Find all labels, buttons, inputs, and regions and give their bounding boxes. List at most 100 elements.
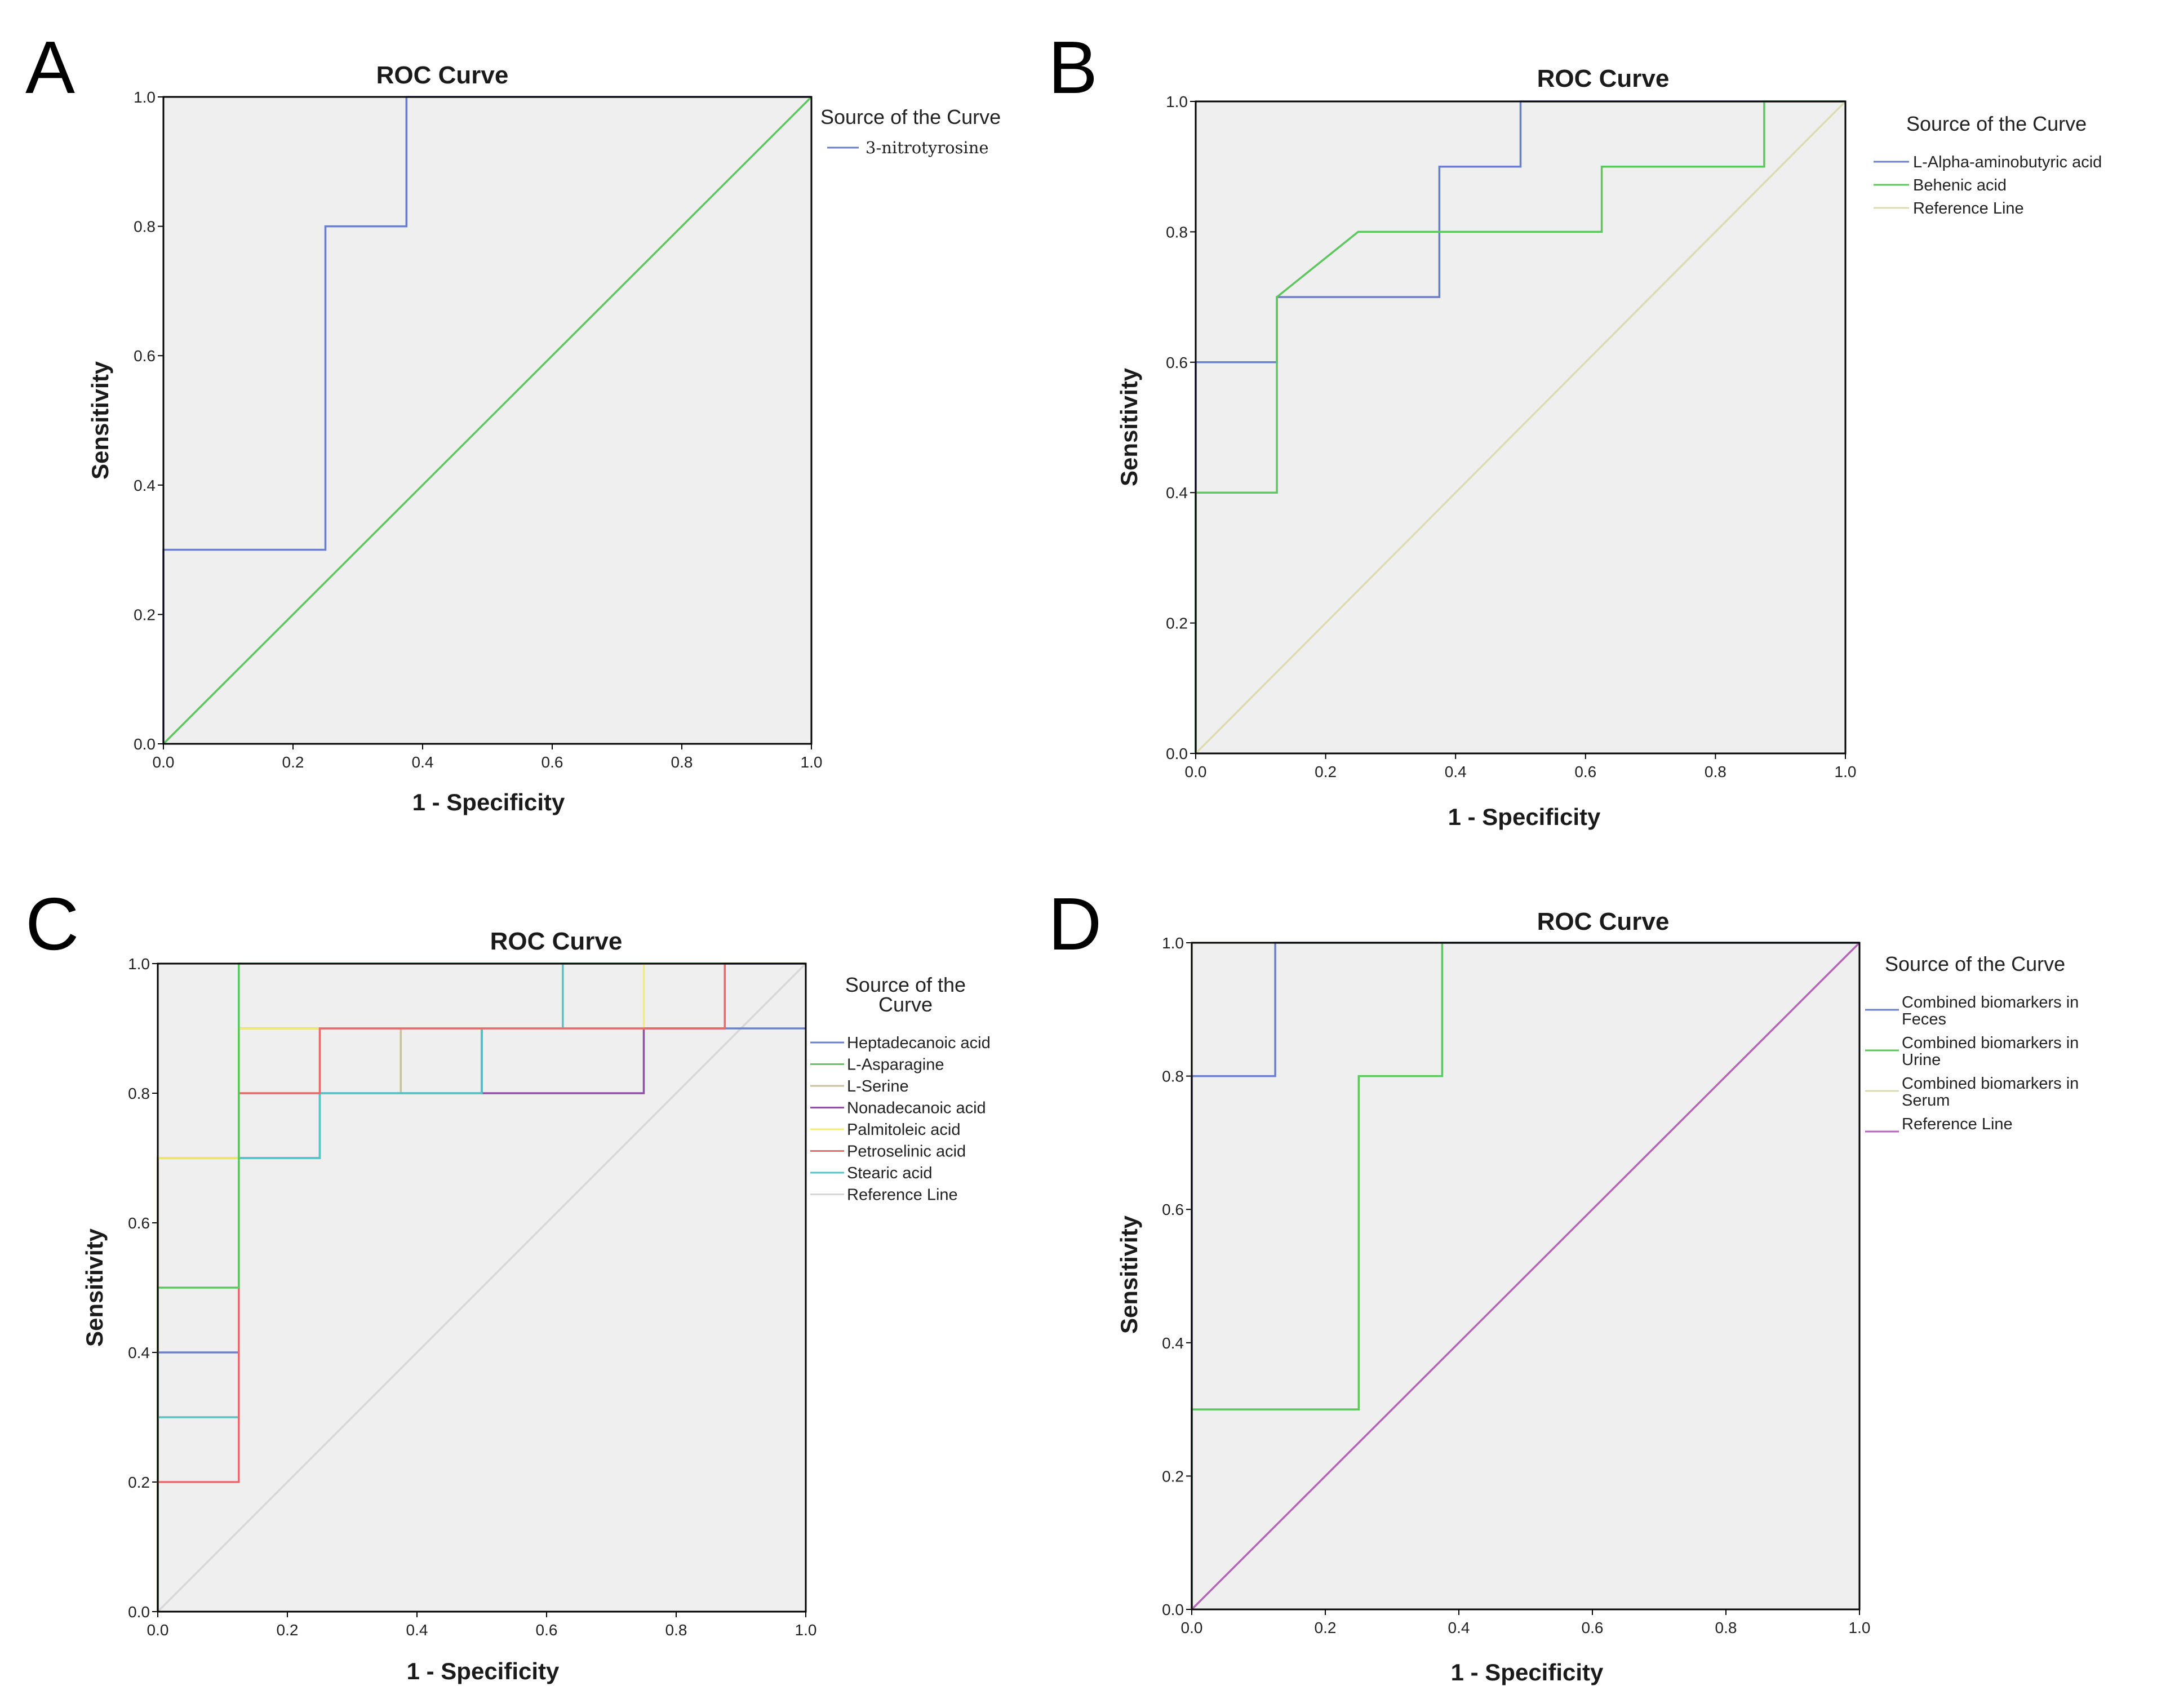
x-tick-label-c-5: 1.0 xyxy=(795,1621,817,1639)
x-axis-label-b: 1 - Specificity xyxy=(1448,804,1601,830)
x-axis-label-a: 1 - Specificity xyxy=(412,789,565,815)
ticks-d: 0.00.0 0.2 0.2 0.4 0.4 0.6 0.6 0.8 0.8 1.0 1.0 xyxy=(1162,934,1870,1636)
legend-label-reference-line-d-line1: Reference Line xyxy=(1902,1115,2013,1133)
legend-label-l-serine-c: L-Serine xyxy=(847,1077,909,1095)
chart-title-c: ROC Curve xyxy=(490,928,623,955)
y-axis-label-a: Sensitivity xyxy=(87,361,113,480)
legend-label-combined-biomarkers-in-feces-d-line2: Feces xyxy=(1902,1010,1946,1028)
legend-label-combined-biomarkers-in-serum-d-line2: Serum xyxy=(1902,1092,1950,1110)
roc-line-d-reference-line xyxy=(1191,942,1861,1611)
x-tick-label-d-2: 0.4 xyxy=(1448,1619,1470,1636)
x-tick-label-b-2: 0.4 xyxy=(1445,763,1467,780)
legend-label-behenic-acid: Behenic acid xyxy=(1913,176,2007,194)
legend-label-combined-biomarkers-in-urine-d-line1: Combined biomarkers in xyxy=(1902,1034,2079,1052)
roc-line-b-behenic-acid xyxy=(1195,100,1845,753)
ticks-a: 0.00.0 0.2 0.2 0.4 0.4 0.6 0.6 0.8 0.8 1.0 1.0 xyxy=(134,88,822,771)
legend-label-3-nitrotyrosine: 3-nitrotyrosine xyxy=(866,138,989,157)
series-d xyxy=(1191,942,1861,1611)
legend-item-b-2: Behenic acid xyxy=(1874,176,2007,194)
y-tick-label-a-1: 0.2 xyxy=(134,606,156,623)
plot-frame-d xyxy=(1191,942,1861,1611)
plot-frame-c xyxy=(157,962,807,1613)
ticks-c: 0.00.0 0.2 0.2 0.4 0.4 0.6 0.6 0.8 0.8 1.0 1.0 xyxy=(128,955,816,1639)
chart-title-d: ROC Curve xyxy=(1537,908,1670,935)
legend-label-combined-biomarkers-in-serum-d-line1: Combined biomarkers in xyxy=(1902,1075,2079,1093)
panel-letter-a: A xyxy=(25,26,75,109)
x-tick-label-a-2: 0.4 xyxy=(412,753,434,771)
y-tick-label-b-4: 0.8 xyxy=(1166,223,1188,241)
legend-label-l-alpha-aminobutyric-acid: L-Alpha-aminobutyric acid xyxy=(1913,153,2102,171)
series-a xyxy=(162,96,813,745)
roc-line-c-petroselinic-acid xyxy=(157,962,806,1612)
x-tick-label-c-3: 0.6 xyxy=(536,1621,558,1639)
x-tick-label-b-1: 0.2 xyxy=(1315,763,1337,780)
y-tick-label-b-3: 0.6 xyxy=(1166,354,1188,371)
x-axis-label-d: 1 - Specificity xyxy=(1451,1659,1604,1685)
roc-line-a-diagonal-1 xyxy=(162,96,813,745)
y-tick-label-a-2: 0.4 xyxy=(134,477,156,494)
y-tick-label-c-0: 0.0 xyxy=(128,1603,150,1621)
panel-a: A ROC Curve 1 - Specificity Sensitivity … xyxy=(25,26,1001,815)
legend-item-a-1: 3-nitrotyrosine xyxy=(827,138,989,157)
panel-b: B ROC Curve 1 - Specificity Sensitivity … xyxy=(1048,26,2102,830)
y-tick-label-a-0: 0.0 xyxy=(134,735,156,753)
legend-label-nonadecanoic-acid-c: Nonadecanoic acid xyxy=(847,1099,986,1117)
roc-line-b-reference-line xyxy=(1195,100,1847,755)
y-axis-label-b: Sensitivity xyxy=(1116,367,1142,486)
y-tick-label-b-2: 0.4 xyxy=(1166,484,1188,502)
x-tick-label-d-0: 0.0 xyxy=(1181,1619,1203,1636)
series-b xyxy=(1195,100,1847,755)
panel-letter-b: B xyxy=(1048,26,1098,109)
x-tick-label-c-4: 0.8 xyxy=(665,1621,687,1639)
y-tick-label-a-3: 0.6 xyxy=(134,347,156,365)
ticks-b: 0.00.0 0.2 0.2 0.4 0.4 0.6 0.6 0.8 0.8 1.0 1.0 xyxy=(1166,93,1856,780)
y-tick-label-d-1: 0.2 xyxy=(1162,1467,1184,1485)
x-tick-label-a-0: 0.0 xyxy=(153,753,175,771)
legend-label-palmitoleic-acid-c: Palmitoleic acid xyxy=(847,1121,960,1139)
y-tick-label-d-5: 1.0 xyxy=(1162,934,1184,952)
panel-letter-c: C xyxy=(25,882,79,965)
legend-item-b-1: L-Alpha-aminobutyric acid xyxy=(1874,153,2102,171)
legend-label-heptadecanoic-acid-c: Heptadecanoic acid xyxy=(847,1034,991,1052)
y-tick-label-c-3: 0.6 xyxy=(128,1214,150,1232)
x-tick-label-a-4: 0.8 xyxy=(671,753,693,771)
x-tick-label-b-5: 1.0 xyxy=(1835,763,1857,780)
legend-c: Heptadecanoic acid L-Asparagine L-Serine No… xyxy=(810,1034,991,1204)
x-tick-label-d-1: 0.2 xyxy=(1315,1619,1337,1636)
roc-line-b-l-alpha-aminobutyric-acid xyxy=(1195,100,1845,753)
y-tick-label-c-1: 0.2 xyxy=(128,1474,150,1491)
panel-letter-d: D xyxy=(1048,882,1102,965)
y-tick-label-c-2: 0.4 xyxy=(128,1344,150,1361)
x-tick-label-b-3: 0.6 xyxy=(1574,763,1596,780)
y-axis-label-d: Sensitivity xyxy=(1116,1215,1142,1334)
legend-label-reference-line-c: Reference Line xyxy=(847,1186,958,1204)
x-tick-label-b-0: 0.0 xyxy=(1185,763,1207,780)
x-tick-label-d-5: 1.0 xyxy=(1849,1619,1871,1636)
panel-c: C ROC Curve 1 - Specificity Sensitivity … xyxy=(25,882,991,1684)
plot-frame-a xyxy=(162,96,813,745)
legend-label-l-asparagine-c: L-Asparagine xyxy=(847,1056,944,1074)
y-tick-label-d-4: 0.8 xyxy=(1162,1068,1184,1085)
y-tick-label-b-0: 0.0 xyxy=(1166,745,1188,762)
panel-d: D ROC Curve 1 - Specificity Sensitivity … xyxy=(1048,882,2079,1685)
series-c xyxy=(157,962,807,1613)
legend-item-b-3: Reference Line xyxy=(1874,199,2024,218)
legend-title-c-line1: Source of the xyxy=(845,973,966,996)
legend-title-d: Source of the Curve xyxy=(1885,952,2065,975)
legend-label-stearic-acid-c: Stearic acid xyxy=(847,1164,933,1182)
x-tick-label-c-2: 0.4 xyxy=(406,1621,428,1639)
legend-title-c-line2: Curve xyxy=(878,993,933,1016)
y-tick-label-d-0: 0.0 xyxy=(1162,1601,1184,1618)
y-tick-label-c-5: 1.0 xyxy=(128,955,150,973)
y-tick-label-d-2: 0.4 xyxy=(1162,1334,1184,1352)
roc-line-c-reference-line xyxy=(157,962,807,1613)
y-tick-label-a-4: 0.8 xyxy=(134,218,156,236)
chart-title-a: ROC Curve xyxy=(376,61,509,89)
legend-label-combined-biomarkers-in-feces-d-line1: Combined biomarkers in xyxy=(1902,993,2079,1012)
y-tick-label-b-1: 0.2 xyxy=(1166,615,1188,632)
legend-label-reference-line-b: Reference Line xyxy=(1913,199,2024,218)
plot-frame-b xyxy=(1195,100,1847,755)
y-tick-label-a-5: 1.0 xyxy=(134,88,156,106)
